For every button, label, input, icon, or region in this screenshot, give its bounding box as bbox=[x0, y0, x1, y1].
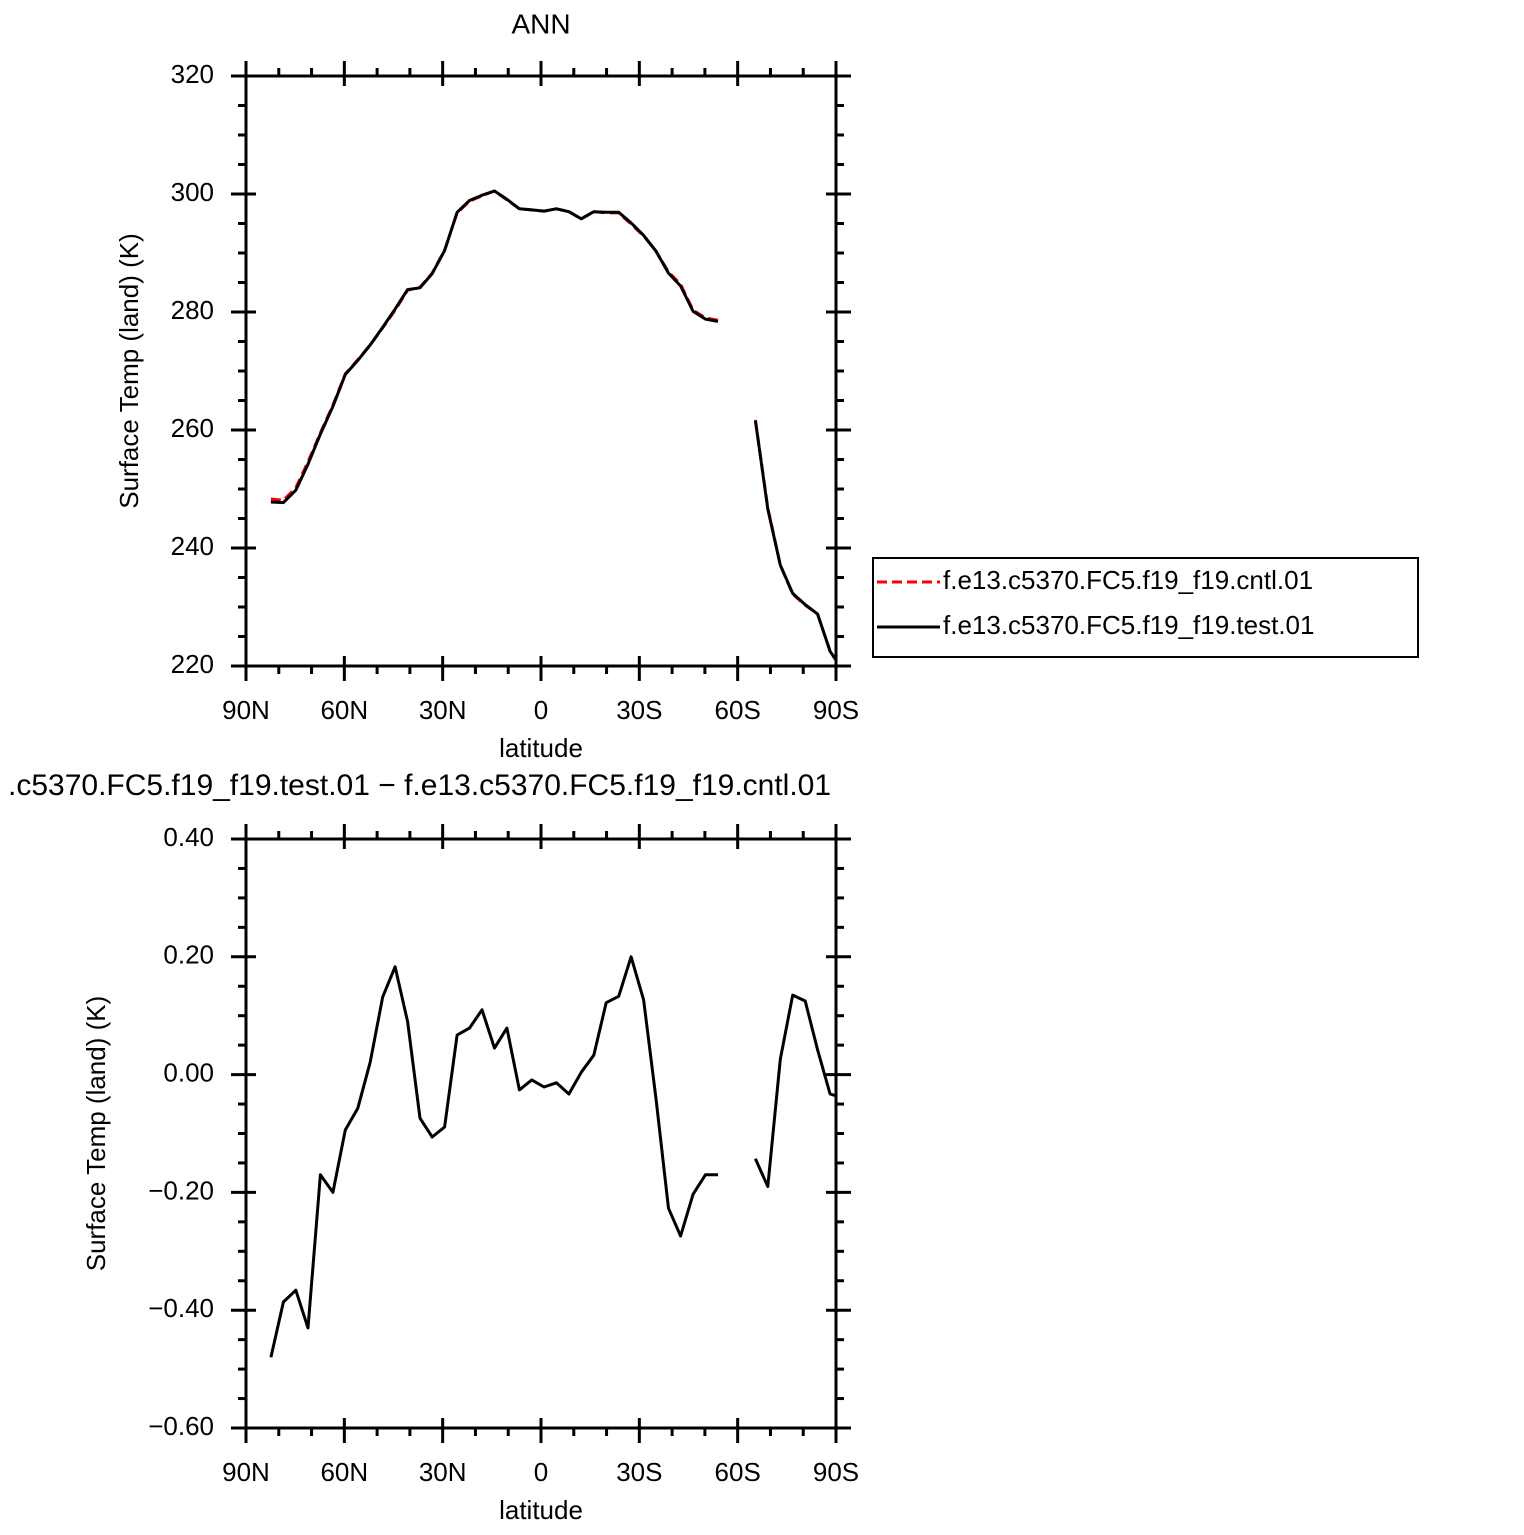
x-tick-label: 90N bbox=[222, 1457, 270, 1487]
x-axis-label: latitude bbox=[499, 733, 583, 763]
chart-title: ANN bbox=[511, 8, 570, 39]
plot-frame bbox=[244, 74, 838, 668]
x-tick-label: 30S bbox=[616, 1457, 662, 1487]
x-tick-label: 30N bbox=[419, 1457, 467, 1487]
y-tick-label: −0.20 bbox=[148, 1175, 214, 1205]
y-tick-label: 0.40 bbox=[163, 822, 214, 852]
y-tick-label: −0.60 bbox=[148, 1411, 214, 1441]
chart-title: .c5370.FC5.f19_f19.test.01 − f.e13.c5370… bbox=[8, 769, 831, 802]
x-tick-label: 60N bbox=[320, 695, 368, 725]
legend-box bbox=[872, 557, 1419, 658]
series-line bbox=[270, 189, 838, 661]
y-axis-label: Surface Temp (land) (K) bbox=[114, 233, 144, 509]
x-tick-label: 60S bbox=[715, 695, 761, 725]
y-tick-label: 320 bbox=[171, 59, 214, 89]
y-tick-label: 240 bbox=[171, 531, 214, 561]
x-tick-label: 30S bbox=[616, 695, 662, 725]
x-axis-label: latitude bbox=[499, 1495, 583, 1525]
x-tick-label: 0 bbox=[534, 1457, 548, 1487]
y-tick-label: −0.40 bbox=[148, 1293, 214, 1323]
series-line bbox=[269, 955, 837, 1358]
y-tick-label: 0.00 bbox=[163, 1057, 214, 1087]
x-tick-label: 30N bbox=[419, 695, 467, 725]
y-tick-label: 260 bbox=[171, 413, 214, 443]
plot-frame bbox=[244, 837, 838, 1430]
x-tick-label: 90N bbox=[222, 695, 270, 725]
y-tick-label: 220 bbox=[171, 649, 214, 679]
x-tick-label: 60S bbox=[715, 1457, 761, 1487]
y-axis-label: Surface Temp (land) (K) bbox=[81, 996, 111, 1272]
series-line bbox=[270, 189, 838, 661]
x-tick-label: 0 bbox=[534, 695, 548, 725]
y-tick-label: 0.20 bbox=[163, 940, 214, 970]
y-tick-label: 280 bbox=[171, 295, 214, 325]
legend-label: f.e13.c5370.FC5.f19_f19.test.01 bbox=[943, 610, 1314, 640]
x-tick-label: 60N bbox=[320, 1457, 368, 1487]
x-tick-label: 90S bbox=[813, 1457, 859, 1487]
legend-label: f.e13.c5370.FC5.f19_f19.cntl.01 bbox=[943, 565, 1313, 595]
x-tick-label: 90S bbox=[813, 695, 859, 725]
y-tick-label: 300 bbox=[171, 177, 214, 207]
